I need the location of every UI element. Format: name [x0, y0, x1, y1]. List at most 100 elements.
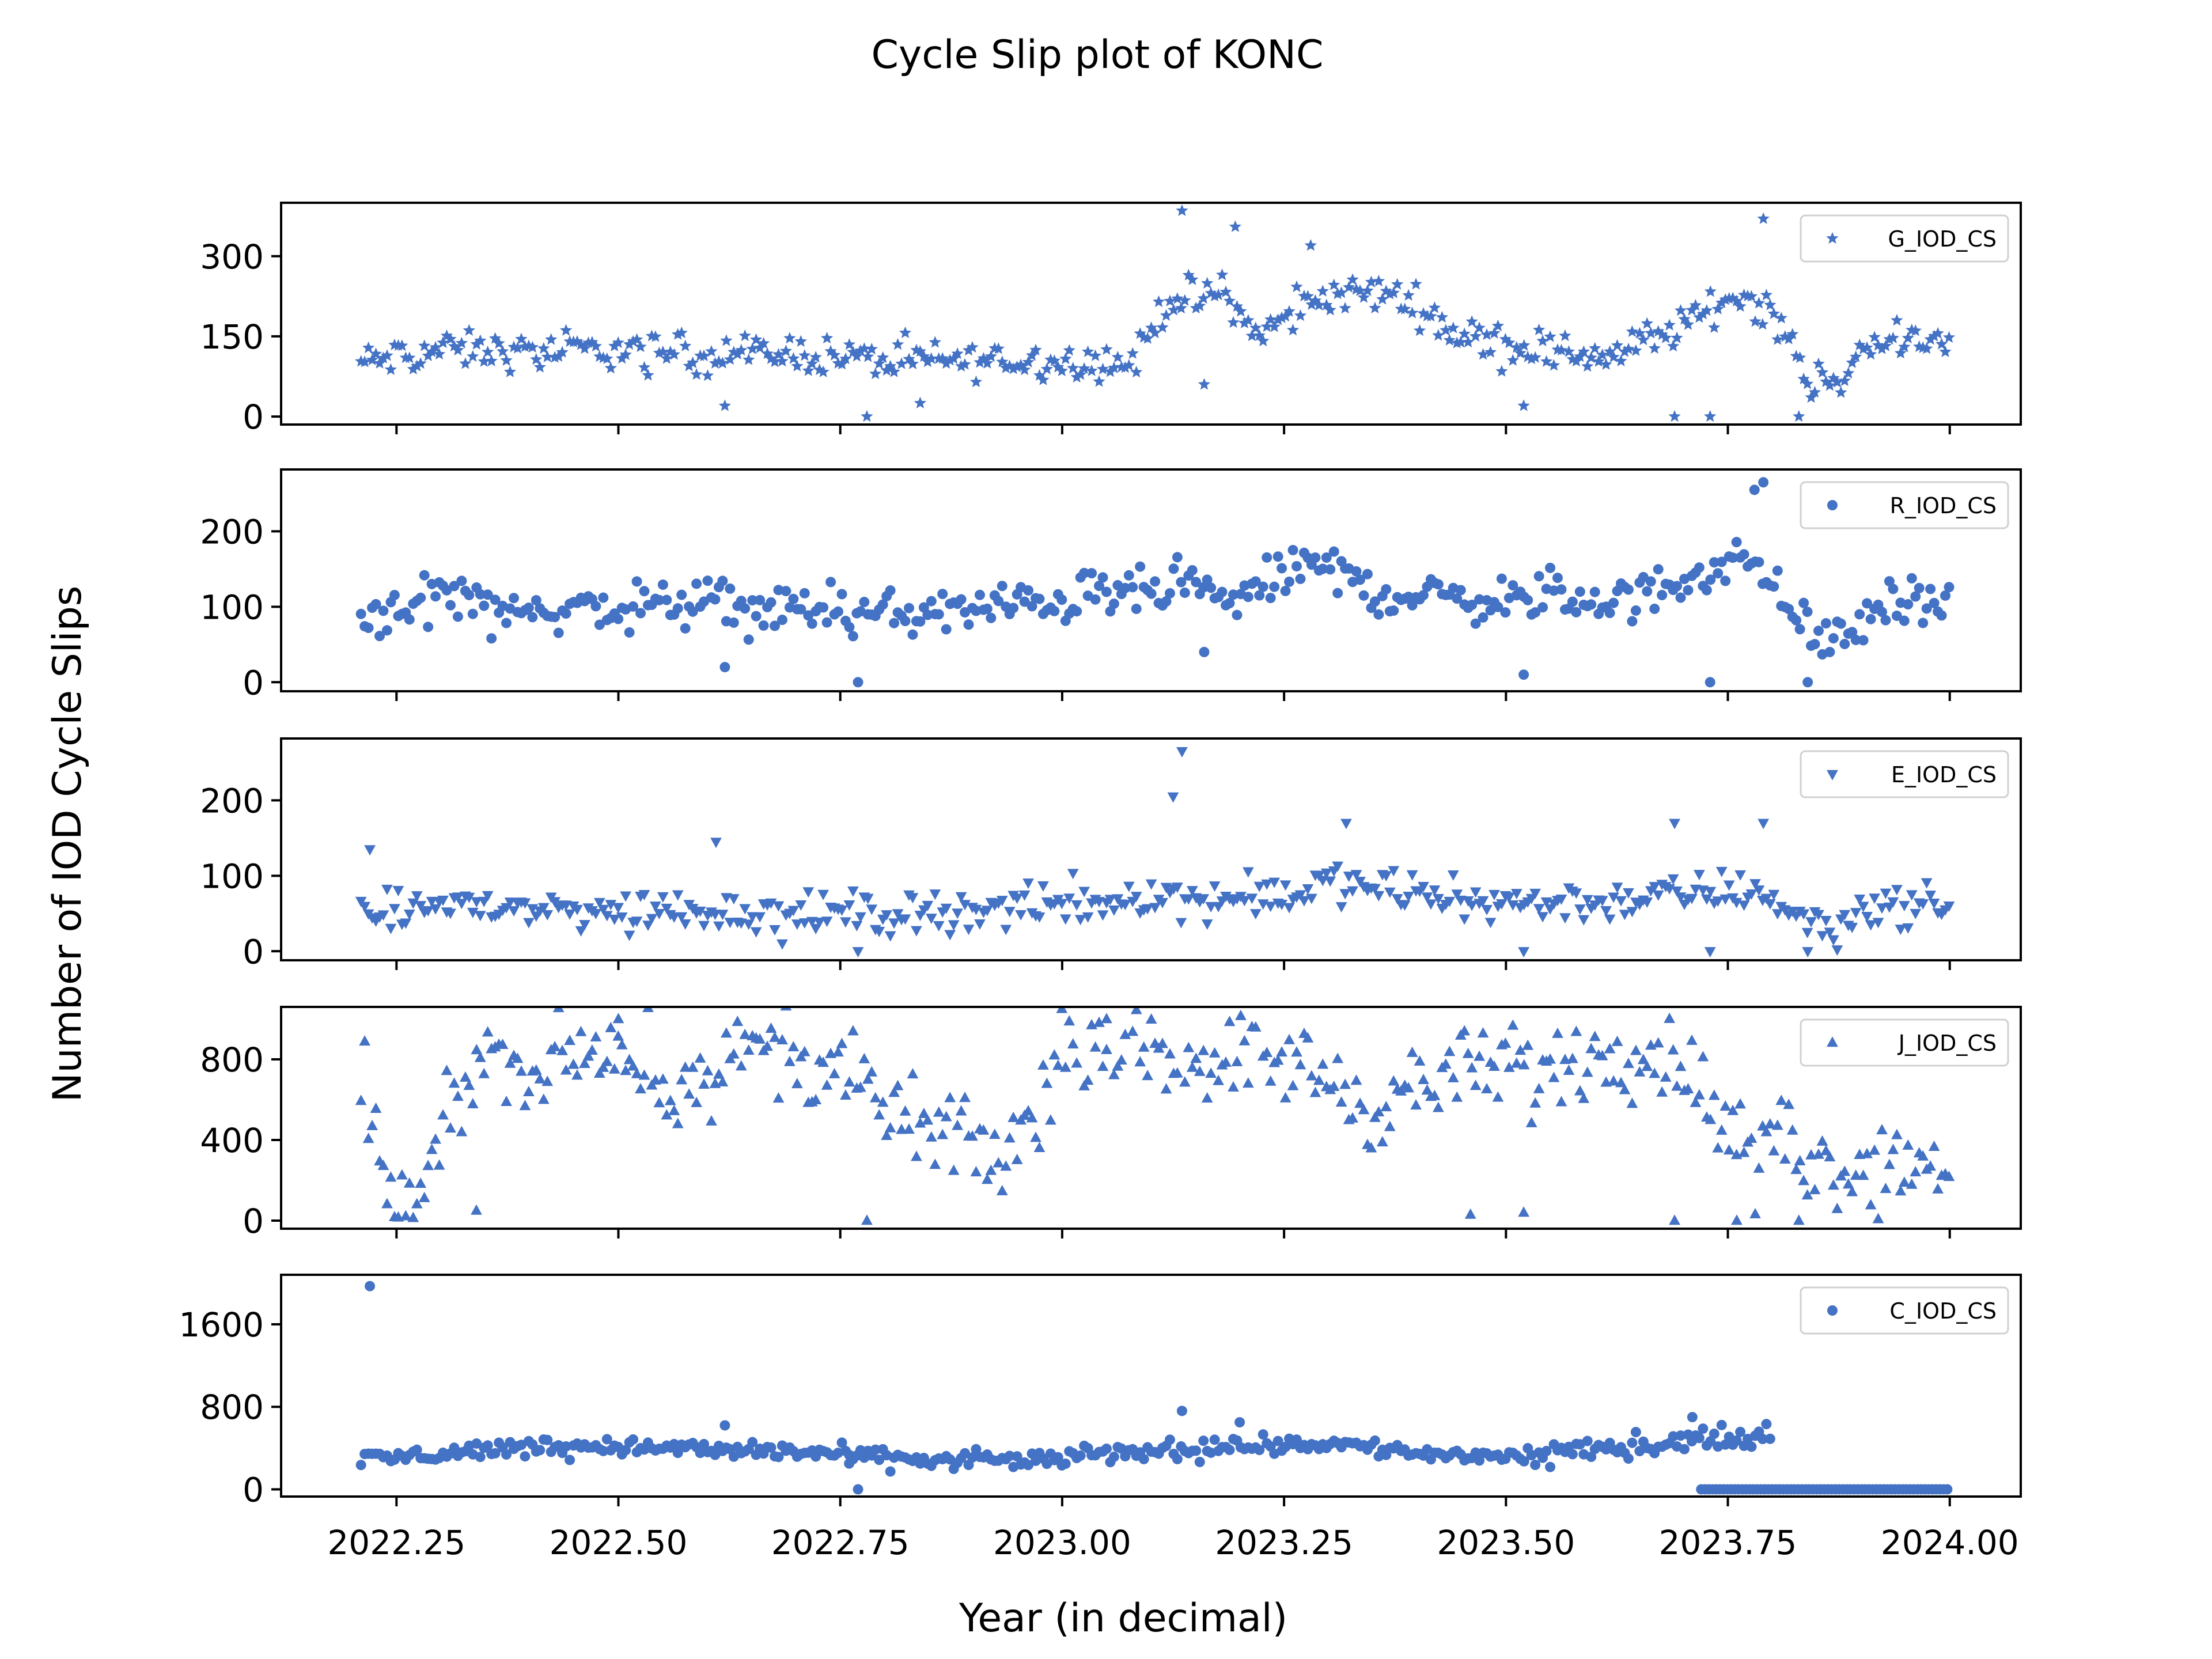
data-point [974, 589, 985, 600]
data-point [884, 931, 896, 942]
data-point [1291, 1046, 1302, 1057]
data-point [1731, 1214, 1743, 1225]
data-point [806, 357, 819, 369]
data-point [1668, 410, 1681, 422]
data-point [467, 608, 478, 619]
data-point [485, 354, 498, 366]
data-point [1201, 1092, 1213, 1103]
data-point [1793, 410, 1805, 422]
data-point [1294, 1059, 1306, 1070]
data-point [1268, 877, 1281, 888]
data-point [1627, 616, 1638, 627]
data-point [1824, 646, 1835, 657]
data-point [1201, 919, 1213, 930]
data-point [594, 619, 605, 630]
data-point [1720, 1439, 1731, 1450]
data-point [1354, 1097, 1366, 1108]
y-tick-label: 200 [200, 781, 264, 820]
data-point [847, 346, 859, 358]
data-point [1764, 1433, 1775, 1444]
data-point [493, 337, 505, 349]
data-point [1686, 1034, 1698, 1045]
data-point [996, 1184, 1008, 1195]
data-point [899, 1105, 911, 1116]
data-point [1876, 342, 1888, 354]
data-point [1578, 1092, 1590, 1103]
data-point [537, 1093, 550, 1104]
data-point [783, 332, 796, 344]
data-point [706, 1115, 717, 1126]
data-point [1493, 601, 1503, 612]
data-point [1756, 318, 1769, 330]
data-point [717, 1075, 729, 1086]
data-point [1213, 1074, 1225, 1085]
data-point [847, 1025, 859, 1036]
data-point [680, 623, 691, 634]
data-point [695, 1448, 706, 1459]
data-point [373, 357, 386, 369]
data-point [761, 347, 774, 359]
data-point [843, 900, 855, 911]
data-point [1015, 910, 1027, 921]
data-point [653, 346, 666, 358]
data-point [747, 1437, 758, 1448]
data-point [1932, 1183, 1944, 1194]
data-point [389, 904, 400, 915]
data-point [731, 347, 744, 359]
data-point [1623, 1058, 1634, 1069]
data-point [720, 334, 733, 346]
data-point [475, 1452, 486, 1463]
data-point [501, 1449, 512, 1460]
data-point [1910, 908, 1922, 919]
data-point [490, 594, 501, 605]
data-point [1418, 590, 1429, 601]
data-point [698, 1078, 710, 1089]
data-point [1425, 309, 1437, 322]
data-point [1476, 348, 1490, 360]
data-point [364, 845, 376, 856]
data-point [1063, 1015, 1075, 1026]
data-point [691, 1096, 703, 1107]
data-point [664, 345, 677, 358]
data-point [1921, 342, 1933, 354]
data-point [1533, 904, 1545, 915]
data-point [433, 1159, 445, 1170]
data-point [1552, 573, 1563, 584]
data-point [471, 1044, 483, 1055]
data-point [947, 352, 960, 364]
data-point [1033, 912, 1046, 923]
legend-label: E_IOD_CS [1891, 762, 1997, 787]
data-point [713, 355, 725, 367]
data-point [530, 1064, 542, 1075]
legend-box [1800, 214, 2009, 263]
data-point [929, 336, 941, 348]
data-point [661, 594, 672, 605]
series-points [355, 204, 1956, 422]
data-point [553, 627, 564, 638]
data-point [620, 1065, 632, 1075]
data-point [1041, 1077, 1053, 1088]
data-point [1354, 284, 1366, 296]
data-point [654, 594, 665, 605]
data-point [519, 1100, 531, 1111]
data-point [1902, 331, 1914, 344]
data-point [1381, 584, 1392, 594]
data-point [1447, 1071, 1459, 1082]
data-point [948, 1164, 960, 1175]
data-point [1768, 1145, 1780, 1156]
data-point [1716, 556, 1727, 567]
data-point [1656, 328, 1668, 340]
data-point [870, 1444, 881, 1455]
data-point [903, 603, 914, 613]
data-point [1877, 607, 1888, 618]
data-point [1242, 1077, 1254, 1088]
data-point [1764, 899, 1776, 910]
data-point [459, 357, 472, 369]
data-point [884, 1122, 896, 1132]
data-point [1191, 577, 1202, 588]
data-point [1249, 321, 1262, 334]
data-point [1596, 896, 1608, 907]
data-point [556, 346, 569, 358]
data-point [366, 1119, 378, 1130]
data-point [1186, 273, 1199, 285]
